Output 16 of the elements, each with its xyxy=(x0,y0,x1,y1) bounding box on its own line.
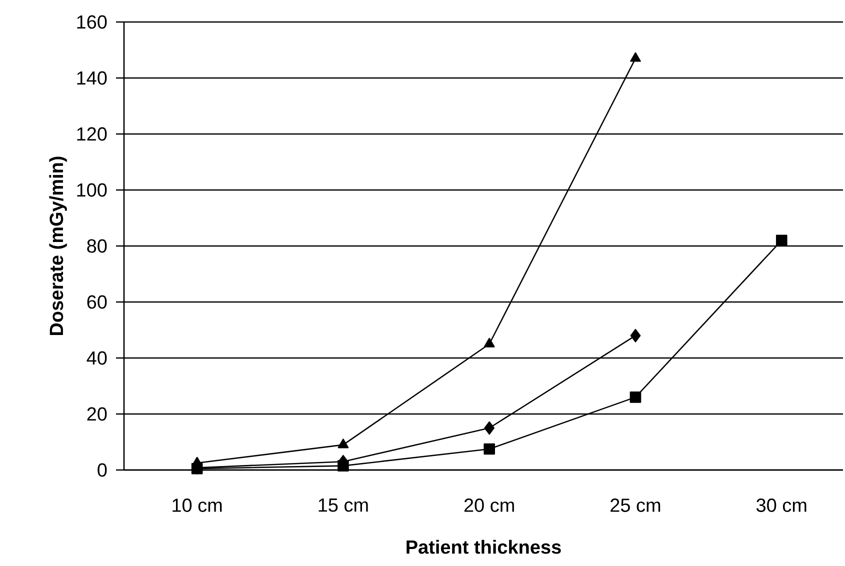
y-tick-label: 60 xyxy=(87,295,107,309)
x-tick-label: 15 cm xyxy=(318,498,368,512)
y-tick-label: 40 xyxy=(86,351,107,365)
x-tick-label: 25 cm xyxy=(610,498,660,512)
y-tick-label: 140 xyxy=(77,71,107,85)
x-tick-label: 20 cm xyxy=(464,498,514,512)
y-tick-label: 120 xyxy=(77,127,107,141)
y-tick-label: 160 xyxy=(77,15,107,29)
y-tick-label: 0 xyxy=(98,463,107,477)
y-tick-label: 20 xyxy=(87,407,107,421)
x-tick-label: 10 cm xyxy=(172,498,222,512)
x-tick-label: 30 cm xyxy=(756,498,806,512)
y-tick-label: 80 xyxy=(87,239,107,253)
y-axis-title: Doserate (mGy/min) xyxy=(49,156,67,336)
x-axis-title: Patient thickness xyxy=(406,540,561,554)
y-tick-label: 100 xyxy=(77,183,107,197)
